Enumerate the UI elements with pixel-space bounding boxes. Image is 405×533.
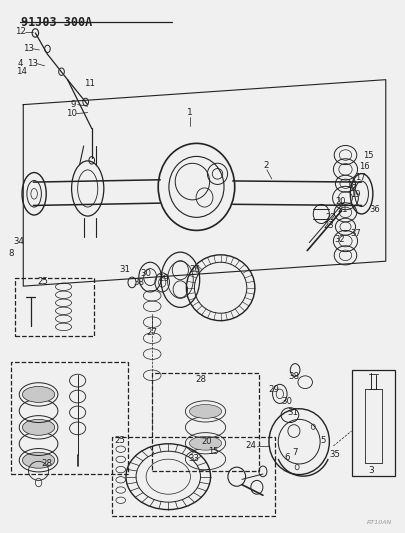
- Text: 3: 3: [369, 466, 374, 475]
- Ellipse shape: [22, 386, 55, 402]
- Bar: [11, 362, 128, 473]
- Ellipse shape: [190, 405, 222, 418]
- Text: 38: 38: [134, 278, 145, 287]
- Text: 34: 34: [13, 237, 24, 246]
- Bar: [15, 278, 94, 335]
- Text: 25: 25: [37, 277, 48, 286]
- Text: 10: 10: [66, 109, 77, 118]
- Text: 91J03 300A: 91J03 300A: [21, 16, 92, 29]
- Text: 19: 19: [350, 190, 361, 199]
- Ellipse shape: [22, 419, 55, 435]
- Text: 37: 37: [350, 229, 361, 238]
- Text: 4: 4: [18, 59, 23, 68]
- Text: 13: 13: [27, 59, 38, 68]
- Text: 6: 6: [284, 453, 290, 462]
- Text: 11: 11: [84, 79, 95, 88]
- Text: 30: 30: [141, 269, 151, 278]
- Text: 26: 26: [189, 265, 200, 273]
- Text: 12: 12: [15, 27, 26, 36]
- Text: 28: 28: [196, 375, 207, 384]
- Text: 1: 1: [187, 108, 192, 117]
- Text: 29: 29: [269, 385, 279, 394]
- Text: 8: 8: [9, 249, 14, 258]
- Text: 30: 30: [281, 397, 292, 406]
- Text: 20: 20: [335, 197, 345, 206]
- Text: 15: 15: [208, 447, 219, 456]
- Ellipse shape: [22, 453, 55, 468]
- Text: 14: 14: [16, 67, 27, 76]
- Text: 29: 29: [158, 274, 169, 283]
- Text: 35: 35: [329, 450, 340, 459]
- Text: 28: 28: [41, 459, 52, 469]
- Text: 25: 25: [114, 436, 125, 445]
- Text: 31: 31: [288, 408, 298, 417]
- Text: 23: 23: [323, 221, 334, 230]
- Text: 38: 38: [288, 373, 299, 382]
- Text: 7: 7: [292, 448, 298, 457]
- Text: 24: 24: [245, 441, 256, 450]
- Text: 31: 31: [119, 265, 130, 273]
- Text: 36: 36: [369, 205, 380, 214]
- Text: 13: 13: [23, 44, 34, 53]
- Text: 27: 27: [147, 328, 158, 337]
- Text: 22: 22: [325, 213, 336, 222]
- Bar: [152, 373, 259, 471]
- Text: 16: 16: [360, 162, 370, 171]
- Text: 5: 5: [321, 436, 326, 445]
- Text: 32: 32: [334, 236, 345, 245]
- Text: 33: 33: [188, 454, 199, 463]
- Text: 15: 15: [363, 150, 374, 159]
- Text: 9: 9: [70, 100, 75, 109]
- Text: 2: 2: [263, 161, 269, 170]
- Text: 20: 20: [201, 437, 212, 446]
- Text: 17: 17: [355, 173, 366, 182]
- Text: 21: 21: [337, 205, 348, 214]
- Bar: [352, 370, 394, 476]
- Bar: [112, 438, 275, 516]
- Text: RT10AN: RT10AN: [367, 520, 392, 525]
- Ellipse shape: [190, 437, 222, 450]
- Text: 18: 18: [346, 181, 357, 190]
